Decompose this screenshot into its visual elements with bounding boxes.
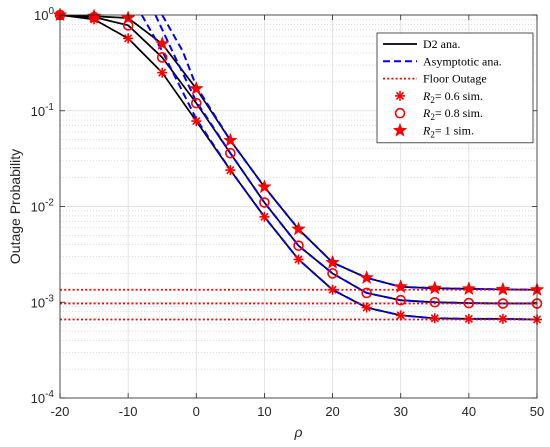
sim-marker-r2-1: [257, 179, 272, 194]
legend-entry-label: R2= 0.8 sim.: [422, 106, 483, 122]
legend-swatch-asterisk: [395, 90, 405, 101]
y-tick-label: 10-4: [31, 389, 55, 406]
sim-marker-r2-1: [154, 36, 170, 51]
x-tick-label: 0: [193, 404, 200, 419]
sim-marker-r2-0-8: [225, 147, 236, 159]
sim-marker-r2-1: [325, 254, 340, 269]
sim-marker-r2-0-8: [156, 52, 168, 63]
y-axis-label: Outage Probability: [7, 149, 23, 264]
sim-marker-r2-0-8: [497, 298, 509, 309]
sim-marker-r2-0-8: [259, 197, 270, 208]
y-tick-label: 100: [34, 6, 54, 23]
axis-ticks: [59, 14, 538, 399]
sim-marker-r2-1: [427, 280, 443, 295]
y-tick-labels: 10-4 10-3 10-2 10-1 100: [31, 6, 55, 406]
d2-analysis-line-r2-0-8: [60, 15, 537, 305]
x-tick-labels: -20 -10 0 10 20 30 40 50: [51, 404, 545, 419]
legend-swatch-star: [392, 122, 408, 137]
sim-marker-r2-0-8: [293, 240, 304, 251]
legend-box: [376, 32, 534, 144]
sim-marker-r2-0-6: [361, 302, 372, 313]
sim-marker-r2-1: [393, 279, 409, 294]
y-tick-label: 10-2: [31, 198, 55, 215]
y-tick-label: 10-3: [31, 293, 55, 310]
sim-marker-r2-0-6: [327, 284, 338, 295]
sim-marker-r2-1: [359, 270, 374, 285]
x-tick-label: 20: [325, 404, 339, 419]
sim-marker-r2-0-6: [123, 33, 134, 44]
sim-marker-r2-1: [461, 281, 477, 296]
sim-marker-r2-0-8: [429, 296, 441, 308]
legend-entry-label: D2 ana.: [423, 37, 460, 51]
sim-marker-r2-0-8: [395, 294, 407, 306]
sim-marker-r2-0-6: [157, 67, 168, 78]
sim-marker-r2-0-6: [395, 310, 406, 321]
sim-marker-r2-1: [188, 80, 204, 95]
sim-marker-r2-0-6: [463, 313, 474, 324]
legend-entry-label: R2= 1 sim.: [422, 124, 474, 140]
x-tick-label: -10: [119, 404, 138, 419]
sim-marker-r2-0-8: [327, 268, 338, 279]
x-tick-label: 50: [530, 404, 544, 419]
sim-marker-r2-1: [223, 132, 238, 147]
sim-marker-r2-1: [291, 221, 306, 236]
legend-entry-label: Asymptotic ana.: [423, 54, 502, 68]
sim-marker-r2-0-8: [361, 287, 372, 299]
x-tick-label: 30: [393, 404, 407, 419]
legend-entry-label: R2= 0.6 sim.: [422, 89, 483, 105]
x-tick-label: 10: [257, 404, 271, 419]
y-tick-label: 10-1: [31, 102, 55, 119]
x-tick-label: -20: [51, 404, 70, 419]
legend: D2 ana. Asymptotic ana. Floor Outage R2= 0.…: [376, 32, 534, 144]
sim-marker-r2-0-6: [191, 116, 202, 127]
sim-marker-r2-1: [86, 8, 102, 23]
sim-marker-r2-0-6: [293, 254, 304, 265]
legend-swatch-circle: [394, 107, 406, 119]
sim-marker-r2-0-8: [190, 97, 202, 109]
sim-marker-r2-1: [495, 281, 511, 296]
sim-marker-r2-0-6: [429, 313, 440, 324]
legend-entry-label: Floor Outage: [423, 72, 487, 86]
x-axis-label: ρ: [293, 424, 302, 440]
x-tick-label: 40: [462, 404, 476, 419]
sim-marker-r2-0-6: [259, 211, 270, 222]
sim-marker-r2-0-8: [463, 297, 475, 309]
sim-marker-r2-0-6: [225, 165, 236, 176]
sim-marker-r2-0-6: [497, 313, 508, 324]
